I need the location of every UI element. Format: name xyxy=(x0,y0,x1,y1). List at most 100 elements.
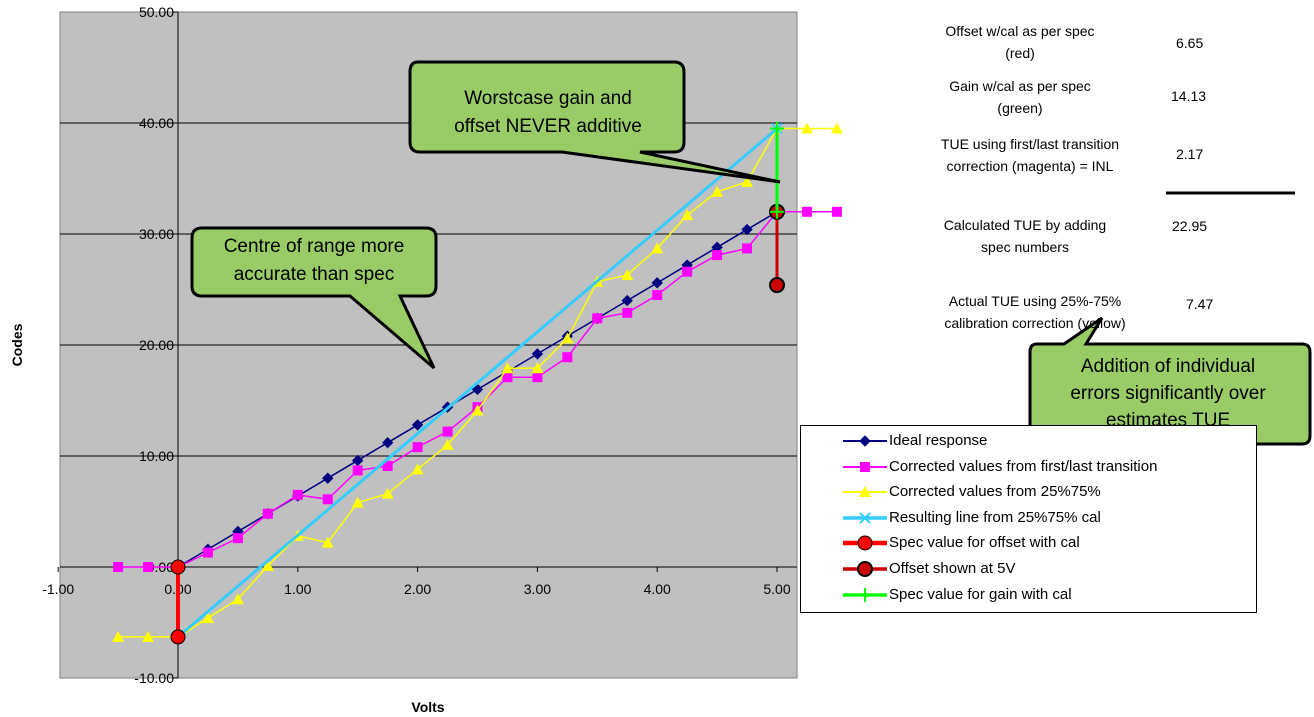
data-point xyxy=(202,547,213,558)
y-tick-label: 50.00 xyxy=(139,4,174,20)
data-point xyxy=(322,494,333,505)
legend-label: Offset shown at 5V xyxy=(889,560,1016,577)
data-point xyxy=(501,362,514,374)
x-tick-label: 2.00 xyxy=(404,581,431,597)
data-point xyxy=(531,362,544,374)
chart-legend: Ideal response Corrected values from firs… xyxy=(800,425,1257,613)
data-point xyxy=(857,535,873,551)
data-point xyxy=(830,122,843,134)
data-point xyxy=(859,435,871,447)
data-point xyxy=(381,487,394,499)
data-point xyxy=(441,438,454,450)
x-tick-labels: -1.00 0.00 1.00 2.00 3.00 4.00 5.00 xyxy=(42,581,791,597)
data-point xyxy=(531,348,544,360)
x-tick-label: 4.00 xyxy=(644,581,671,597)
y-tick-label: 10.00 xyxy=(139,448,174,464)
data-point xyxy=(651,242,664,254)
data-point xyxy=(471,404,484,416)
data-point xyxy=(112,630,125,642)
data-point xyxy=(800,122,813,134)
data-point xyxy=(562,352,573,363)
data-point xyxy=(682,266,693,277)
data-point xyxy=(261,559,274,571)
data-point xyxy=(201,612,214,624)
stat-actual-label: Actual TUE using 25%-75% calibration corr… xyxy=(944,293,1126,331)
callout-centre-line-2: accurate than spec xyxy=(234,264,395,285)
callout-centre: Centre of range more accurate than spec xyxy=(190,226,438,370)
data-point xyxy=(381,436,394,449)
stat-calc-value: 22.95 xyxy=(1172,218,1208,234)
legend-item: Resulting line from 25%75% cal xyxy=(801,507,1256,529)
data-point xyxy=(859,486,871,498)
data-point xyxy=(142,630,155,642)
data-point xyxy=(858,587,872,602)
data-point xyxy=(741,175,754,187)
callout-centre-line-1: Centre of range more xyxy=(224,236,405,257)
data-point xyxy=(262,508,273,519)
data-point xyxy=(621,269,634,281)
x-tick-label: 3.00 xyxy=(524,581,551,597)
legend-label: Corrected values from first/last transit… xyxy=(889,457,1158,475)
data-point xyxy=(742,243,753,254)
data-point xyxy=(651,277,663,289)
data-point xyxy=(351,496,364,508)
data-point xyxy=(681,209,694,221)
callout-addition-line-1: Addition of individual xyxy=(1081,356,1255,377)
x-tick-label: 1.00 xyxy=(284,581,311,597)
data-point xyxy=(382,460,393,471)
y-tick-label: 20.00 xyxy=(139,337,174,353)
data-point xyxy=(352,465,363,476)
data-point xyxy=(113,562,124,572)
data-point xyxy=(769,277,785,294)
data-point xyxy=(411,463,424,475)
legend-swatch xyxy=(843,561,887,577)
series-6 xyxy=(770,121,784,219)
data-point xyxy=(231,593,244,605)
legend-item: Ideal response xyxy=(801,430,1256,452)
series-4 xyxy=(170,559,186,645)
callout-worstcase-line-2: offset NEVER additive xyxy=(454,116,642,137)
data-point xyxy=(652,290,663,301)
data-point xyxy=(770,204,784,219)
data-point xyxy=(857,561,873,577)
stat-tue-first-label: TUE using first/last transition correctio… xyxy=(940,136,1120,174)
legend-item: Corrected values from 25%75% xyxy=(801,481,1256,503)
data-point xyxy=(561,332,574,344)
legend-label: Spec value for gain with cal xyxy=(889,585,1072,603)
legend-label: Spec value for offset with cal xyxy=(889,534,1080,552)
data-point xyxy=(170,559,186,575)
callout-addition-line-2: errors significantly over xyxy=(1070,383,1266,404)
legend-label: Resulting line from 25%75% cal xyxy=(889,508,1101,526)
stat-offset-label: Offset w/cal as per spec (red) xyxy=(945,23,1095,61)
legend-item: Spec value for offset with cal xyxy=(801,532,1256,554)
x-tick-label: 5.00 xyxy=(763,581,790,597)
data-point xyxy=(321,536,334,548)
callout-worstcase: Worstcase gain and offset NEVER additive xyxy=(408,60,781,184)
data-point xyxy=(741,223,753,236)
stat-offset-value: 6.65 xyxy=(1176,35,1204,51)
legend-swatch xyxy=(843,535,887,551)
legend-item: Corrected values from first/last transit… xyxy=(801,456,1256,478)
legend-label: Ideal response xyxy=(889,432,988,449)
legend-label: Corrected values from 25%75% xyxy=(889,483,1101,501)
stat-tue-first-value: 2.17 xyxy=(1176,146,1204,162)
data-point xyxy=(411,419,424,431)
data-point xyxy=(170,629,186,645)
legend-swatch xyxy=(843,435,887,447)
data-point xyxy=(322,472,334,484)
callout-worstcase-line-1: Worstcase gain and xyxy=(464,88,632,109)
data-point xyxy=(232,533,243,544)
data-point xyxy=(622,307,633,318)
series-line xyxy=(177,127,778,639)
legend-swatch xyxy=(843,461,887,472)
data-point xyxy=(143,562,154,572)
y-axis-title: Codes xyxy=(9,323,25,366)
data-point xyxy=(831,206,842,217)
data-point xyxy=(711,185,724,197)
y-tick-label: 30.00 xyxy=(139,226,174,242)
x-tick-label: -1.00 xyxy=(42,581,74,597)
data-point xyxy=(412,442,423,453)
data-point xyxy=(592,313,603,324)
legend-item: Spec value for gain with cal xyxy=(801,584,1256,606)
